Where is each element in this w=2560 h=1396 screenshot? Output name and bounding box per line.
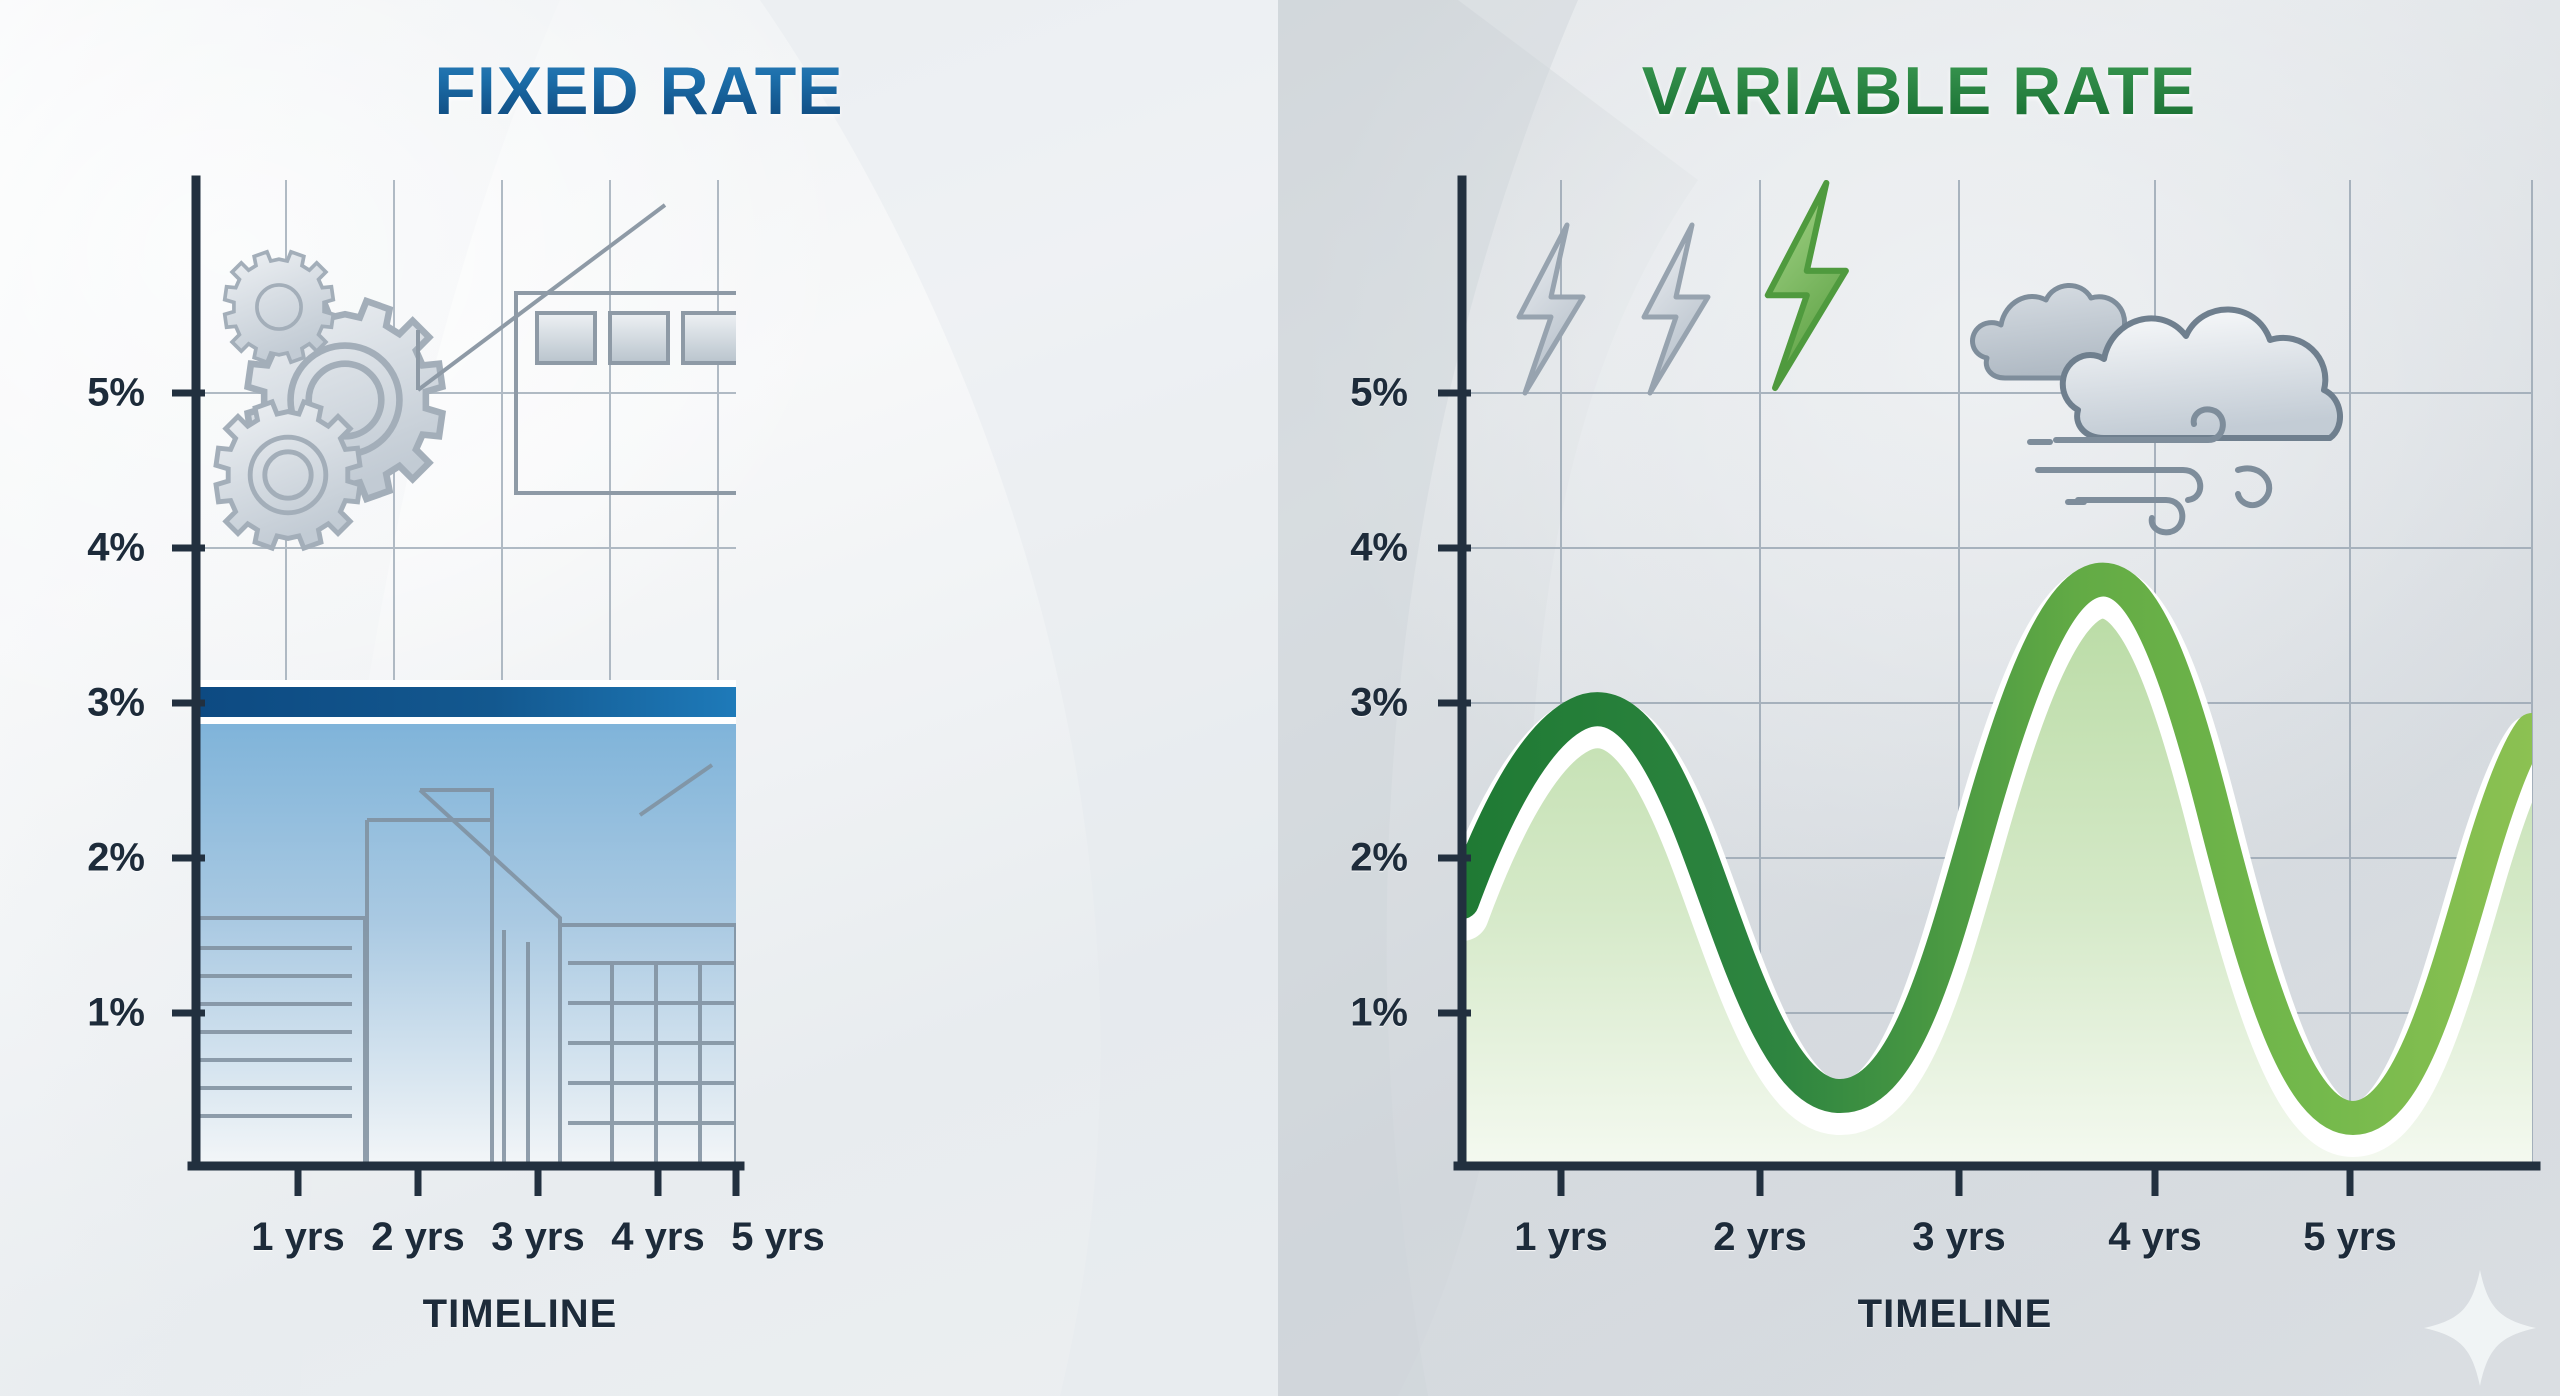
x-axis-ticks <box>294 1166 740 1196</box>
y-tick-label-4-var: 4% <box>1350 525 1408 570</box>
x-axis-caption-var: TIMELINE <box>1857 1292 2053 1336</box>
fixed-rate-line <box>196 680 736 724</box>
page-title-variable: VARIABLE RATE <box>1278 52 2560 130</box>
x-tick-label-3yrs-var: 3 yrs <box>1912 1215 2006 1259</box>
x-tick-label-1yrs-var: 1 yrs <box>1514 1215 1608 1259</box>
variable-rate-chart <box>1438 175 2541 1386</box>
y-tick-label-1-var: 1% <box>1350 990 1408 1035</box>
variable-rate-line <box>1462 562 2532 1136</box>
y-tick-label-4: 4% <box>87 525 145 570</box>
lightning-bolt-icon <box>1516 222 1711 396</box>
cloud-wind-icon <box>1970 283 2344 536</box>
y-tick-label-2: 2% <box>87 835 145 880</box>
y-axis-ticks-2 <box>1438 389 1471 1017</box>
y-tick-label-3-var: 3% <box>1350 680 1408 725</box>
y-tick-label-2-var: 2% <box>1350 835 1408 880</box>
city-skyline-icon <box>196 763 736 1166</box>
y-tick-label-5: 5% <box>87 370 145 415</box>
rising-arrow-icon <box>416 203 667 392</box>
lightning-bolt-icon <box>1764 180 1849 392</box>
variable-rate-area-fill <box>1462 591 2532 1166</box>
x-axis-caption: TIMELINE <box>422 1292 618 1336</box>
x-tick-label-1yrs: 1 yrs <box>251 1215 345 1259</box>
page-title-fixed: FIXED RATE <box>0 52 1278 130</box>
x-tick-label-2yrs: 2 yrs <box>371 1215 465 1259</box>
axis-lines <box>187 175 745 1171</box>
sparkle-icon <box>2424 1270 2536 1386</box>
office-building-icon <box>514 291 736 495</box>
y-tick-label-3: 3% <box>87 680 145 725</box>
fixed-rate-chart <box>172 175 745 1196</box>
x-tick-label-3yrs: 3 yrs <box>491 1215 585 1259</box>
x-tick-label-4yrs: 4 yrs <box>611 1215 705 1259</box>
panel-fixed-rate: FIXED RATE <box>0 0 1278 1396</box>
panel-variable-rate: VARIABLE RATE <box>1278 0 2560 1396</box>
gear-icon <box>213 249 447 552</box>
y-tick-label-1: 1% <box>87 990 145 1035</box>
x-tick-label-5yrs: 5 yrs <box>731 1215 825 1259</box>
y-axis-ticks <box>172 389 205 1017</box>
y-tick-label-5-var: 5% <box>1350 370 1408 415</box>
x-tick-label-5yrs-var: 5 yrs <box>2303 1215 2397 1259</box>
x-tick-label-4yrs-var: 4 yrs <box>2108 1215 2202 1259</box>
x-axis-ticks-2 <box>1557 1166 2354 1196</box>
x-tick-label-2yrs-var: 2 yrs <box>1713 1215 1807 1259</box>
axis-lines-2 <box>1453 175 2541 1171</box>
